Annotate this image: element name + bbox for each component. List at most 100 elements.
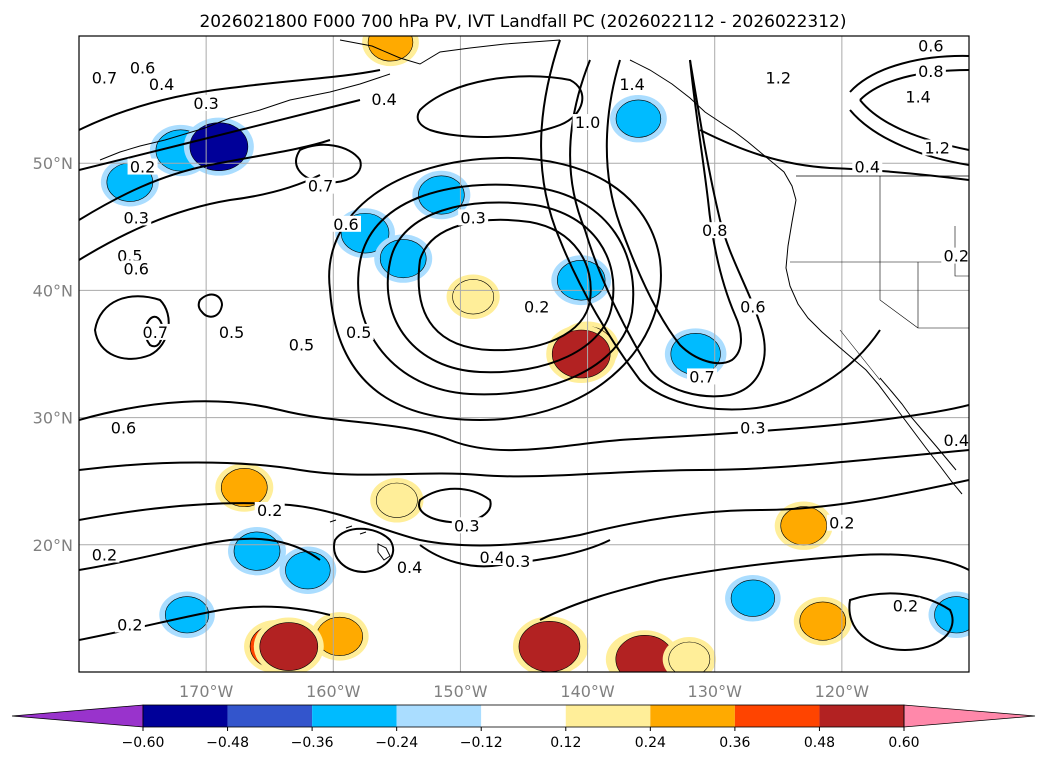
contour-label-bg: [521, 298, 552, 315]
contour-label: 0.3: [740, 418, 765, 437]
pv-contour: [328, 156, 662, 422]
contour-label-bg: [826, 514, 857, 531]
pv-contour: [79, 69, 381, 131]
contour-label-bg: [979, 616, 1009, 632]
contour-label-bg: [502, 552, 533, 569]
colorbar-tick-label: −0.60: [122, 735, 165, 751]
pv-contour: [197, 293, 224, 318]
contour-label-bg: [254, 502, 285, 518]
pc-patch: [379, 239, 427, 279]
pc-patch: [730, 579, 775, 617]
colorbar-segment: [312, 705, 397, 727]
lat-tick-label: 40°N: [33, 281, 73, 300]
pc-patch: [375, 482, 418, 518]
map-panel: 0.70.60.40.30.20.30.50.60.7 0.50.70.40.6 0…: [78, 31, 1009, 673]
contour-label: 0.7: [689, 367, 714, 386]
pc-patch: [934, 596, 969, 634]
contour-label: 0.6: [111, 418, 136, 437]
contour-label-bg: [852, 158, 883, 175]
contour-label: 0.8: [918, 62, 943, 81]
pc-patch: [780, 506, 828, 546]
pv-contour: [295, 143, 362, 184]
pc-patch: [518, 621, 581, 672]
contour-label-bg: [369, 91, 400, 108]
pv-contour: [79, 449, 969, 478]
contour-label-bg: [979, 31, 1009, 47]
pv-contour: [386, 201, 615, 374]
contour-label: 0.2: [944, 247, 969, 266]
us-west-coastline: [785, 199, 963, 495]
contour-label: 0.2: [893, 596, 918, 615]
contour-label-bg: [617, 75, 648, 92]
contour-label: 1.0: [575, 113, 600, 132]
contour-label-bg: [763, 69, 794, 86]
contour-label-bg: [114, 247, 145, 264]
lat-tick-label: 50°N: [33, 154, 73, 173]
pv-contour: [79, 99, 361, 171]
state-borders: [790, 176, 969, 381]
contour-label-bg: [737, 298, 768, 315]
pv-contour: [79, 400, 969, 452]
contour-label-bg: [477, 549, 508, 566]
contour-label-bg: [191, 94, 222, 111]
colorbar-tick-label: −0.12: [460, 735, 503, 751]
contour-label-bg: [458, 209, 489, 226]
contour-label: 0.6: [740, 297, 765, 316]
colorbar-over-arrow: [903, 704, 1036, 728]
colorbar-tick-label: 0.36: [719, 735, 750, 751]
contour-label-bg: [127, 59, 158, 76]
contour-label: 0.4: [479, 548, 504, 567]
contour-label: 0.6: [918, 37, 943, 56]
contour-label-bg: [699, 222, 730, 239]
contour-label: 0.3: [454, 516, 479, 535]
contour-label: 0.3: [505, 552, 530, 571]
colorbar-segment: [481, 705, 566, 727]
colorbar-under-arrow: [11, 704, 144, 728]
canada-coastline: [629, 59, 797, 201]
contour-label-bg: [687, 368, 717, 385]
contour-label-bg: [941, 432, 969, 449]
contour-label: 0.8: [702, 221, 727, 240]
aleutian-islands: [99, 73, 391, 161]
latitude-ticks: 20°N 30°N 40°N 50°N: [33, 154, 73, 555]
colorbar-segment: [227, 705, 313, 727]
baja-peninsula: [879, 377, 957, 471]
colorbar-segment: [143, 705, 228, 727]
contour-label: 0.4: [397, 558, 422, 577]
contour-label: 0.3: [982, 615, 1007, 634]
contour-label-bg: [737, 419, 768, 436]
contour-label: 0.5: [289, 336, 314, 355]
contour-label-bg: [941, 247, 969, 264]
pv-contour: [79, 174, 321, 261]
colorbar-segment: [396, 705, 482, 727]
lat-tick-label: 30°N: [33, 409, 73, 428]
pv-contour-labels: 0.70.60.40.30.20.30.50.60.7 0.50.70.40.6 0…: [89, 31, 1009, 634]
hawaii-islands: [329, 519, 391, 561]
longitude-ticks: 170°W 160°W 150°W 140°W 130°W 120°W: [179, 682, 869, 701]
pv-contour: [357, 183, 635, 396]
contour-label-bg: [216, 323, 247, 340]
contour-label-bg: [146, 75, 177, 92]
contour-label-bg: [331, 215, 361, 232]
colorbar: −0.60 −0.48 −0.36 −0.24 −0.12 0.12 0.24 0.36 0.4…: [11, 704, 1036, 751]
contour-label-bg: [903, 88, 934, 105]
lon-tick-label: 140°W: [560, 682, 615, 701]
pv-contours-layer: [79, 39, 969, 652]
pv-contour: [416, 75, 584, 138]
pc-patch: [668, 641, 711, 672]
contour-label: 1.4: [905, 88, 930, 107]
pc-patch: [615, 99, 662, 138]
contour-label: 0.5: [346, 323, 371, 342]
colorbar-segment: [819, 705, 904, 727]
pc-patch: [799, 601, 847, 641]
pv-contour: [859, 69, 969, 151]
contour-label-bg: [451, 517, 482, 534]
lon-tick-label: 150°W: [433, 682, 488, 701]
colorbar-segment: [734, 705, 820, 727]
pc-patch: [164, 596, 210, 634]
contour-label: 0.7: [308, 177, 333, 196]
contour-label-bg: [108, 419, 139, 436]
alaska-coastline: [339, 39, 561, 65]
pc-patch: [259, 622, 319, 671]
lon-tick-label: 130°W: [688, 682, 743, 701]
